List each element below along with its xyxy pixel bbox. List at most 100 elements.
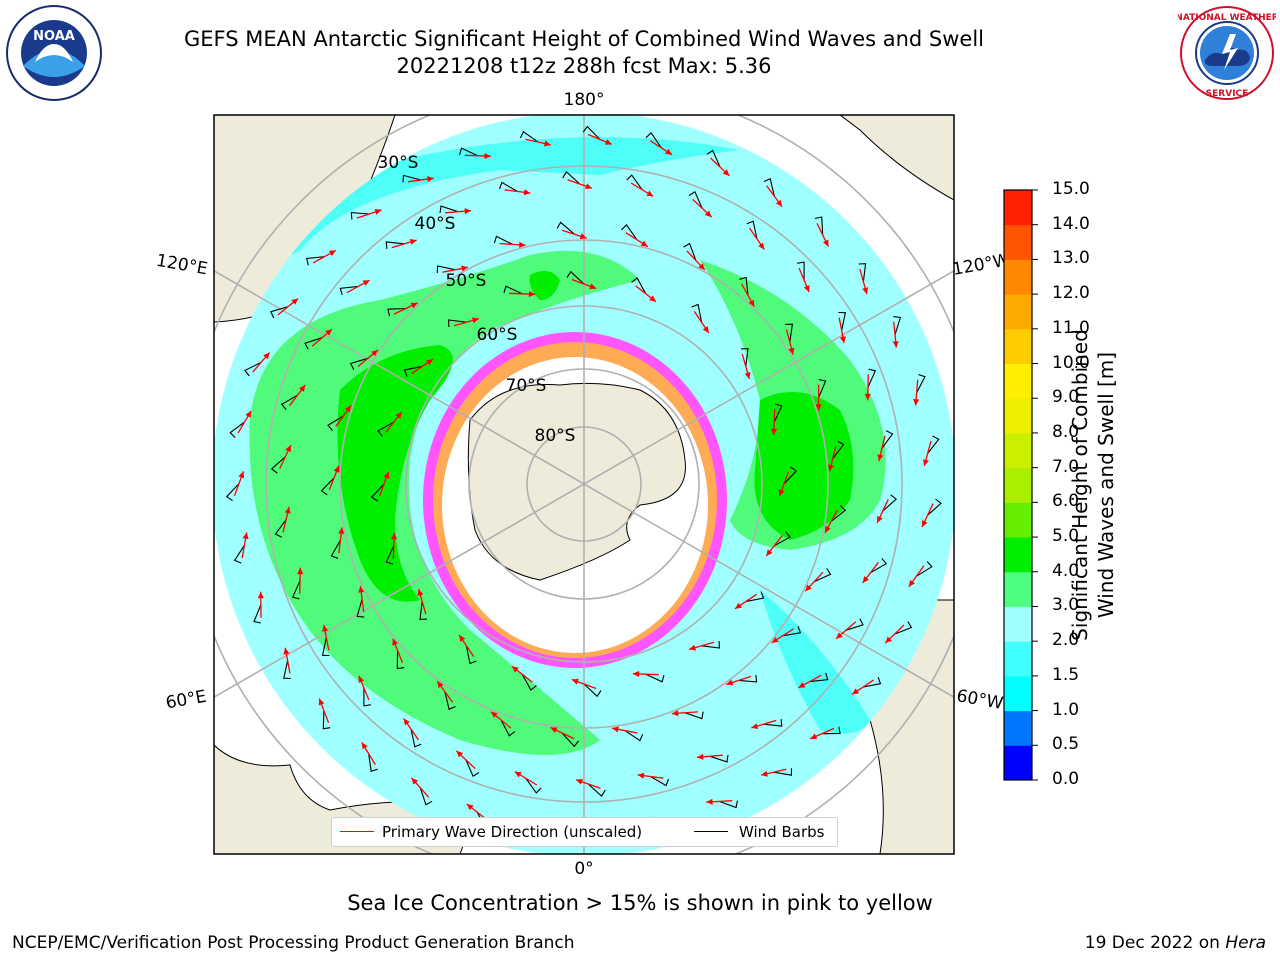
wind-barb — [745, 591, 765, 603]
wave-direction-arrowhead — [585, 183, 592, 190]
wind-barb — [448, 319, 467, 328]
wind-barb — [320, 477, 335, 496]
wave-direction-arrowhead — [459, 635, 466, 642]
wind-barb — [645, 131, 662, 149]
wind-barb — [882, 494, 898, 512]
lat-label-60s: 60°S — [477, 325, 518, 345]
wind-barb — [403, 365, 423, 377]
wave-direction-arrowhead — [410, 302, 418, 309]
wind-barb — [691, 303, 703, 323]
wind-barb — [830, 505, 847, 522]
wave-direction-arrowhead — [877, 454, 884, 462]
chart-subtitle: 20221208 t12z 288h fcst Max: 5.36 — [396, 54, 772, 78]
wave-direction-arrowhead — [698, 263, 705, 270]
wave-direction-arrowhead — [836, 632, 843, 639]
colorbar-tick-label: 0.5 — [1052, 734, 1080, 755]
colorbar-tick-label: 12.0 — [1052, 283, 1090, 304]
wind-barb — [419, 787, 433, 806]
wind-barb — [229, 421, 245, 438]
footer-date-text: 19 Dec 2022 on — [1084, 933, 1226, 953]
wind-barb — [385, 545, 395, 565]
wave-direction-arrowhead — [519, 241, 526, 248]
wave-direction-arrowhead — [484, 153, 491, 159]
colorbar-segment — [1004, 675, 1032, 712]
wind-barb — [321, 637, 330, 657]
wave-direction-arrowhead — [466, 804, 474, 811]
wind-barb — [583, 683, 602, 698]
wave-direction-arrowhead — [922, 520, 928, 528]
wave-direction-arrowhead — [391, 532, 398, 540]
colorbar-tick-label: 10.0 — [1052, 352, 1090, 373]
wave-direction-arrowhead — [257, 591, 264, 599]
wind-barb — [500, 719, 516, 737]
wind-barb — [822, 726, 841, 735]
wave-direction-arrowhead — [472, 317, 479, 324]
colorbar-segment — [1004, 571, 1032, 607]
wind-barb — [813, 568, 832, 583]
wind-barb — [893, 316, 902, 335]
wind-barb — [870, 557, 888, 574]
wind-barb — [444, 691, 456, 711]
wind-barb — [621, 224, 638, 240]
lat-label-50s: 50°S — [446, 271, 487, 291]
wind-barb — [797, 261, 805, 281]
wind-barb — [582, 125, 601, 140]
wind-barb — [368, 753, 378, 773]
wind-barb — [587, 783, 606, 797]
wave-direction-arrowhead — [383, 471, 390, 479]
wave-direction-arrowhead — [913, 399, 920, 406]
wave-field-4to5-north — [529, 271, 560, 300]
wind-barb — [370, 483, 385, 502]
wind-barb — [233, 544, 245, 564]
wave-direction-arrowhead — [706, 798, 713, 805]
colorbar-segment — [1004, 294, 1032, 330]
wind-barb — [688, 190, 703, 209]
svg-text:NATIONAL WEATHER: NATIONAL WEATHER — [1178, 13, 1276, 23]
wave-field-4to5-west — [337, 345, 453, 602]
wave-direction-arrowhead — [490, 711, 498, 718]
wave-direction-arrowhead — [877, 515, 883, 523]
wave-direction-arrowhead — [815, 404, 822, 411]
wave-direction-arrowhead — [828, 464, 834, 472]
lat-label-30s: 30°S — [378, 153, 419, 173]
wave-direction-arrowhead — [744, 372, 751, 379]
wave-direction-arrowhead — [528, 291, 536, 298]
lon-label-180: 180° — [564, 90, 605, 110]
wind-barb — [253, 604, 262, 624]
wave-direction-arrowhead — [770, 428, 777, 436]
wave-direction-arrowhead — [297, 567, 304, 575]
colorbar-segment — [1004, 537, 1032, 573]
wave-direction-arrowhead — [810, 733, 818, 740]
wind-barb — [862, 677, 882, 688]
wind-barb — [719, 800, 738, 809]
svg-text:NOAA: NOAA — [33, 29, 75, 44]
wind-barb — [465, 759, 480, 778]
lat-label-80s: 80°S — [535, 426, 576, 446]
wave-direction-arrowhead — [637, 772, 645, 779]
wind-barb — [566, 270, 585, 285]
wind-barb — [519, 130, 539, 143]
wave-direction-arrowhead — [514, 771, 522, 778]
wave-direction-arrowhead — [805, 584, 812, 592]
wind-barb — [916, 561, 933, 577]
colorbar-segment — [1004, 363, 1032, 399]
wave-direction-arrowhead — [238, 471, 245, 479]
wave-direction-arrowhead — [285, 445, 291, 453]
wave-direction-arrowhead — [788, 347, 795, 355]
wave-direction-arrowhead — [579, 233, 587, 240]
wave-direction-arrowhead — [571, 678, 579, 685]
map-legend: Primary Wave Direction (unscaled) Wind B… — [331, 817, 838, 847]
colorbar-segment — [1004, 398, 1032, 434]
wind-barb — [845, 618, 864, 631]
wave-direction-arrowhead — [338, 527, 345, 534]
sea-ice-note: Sea Ice Concentration > 15% is shown in … — [347, 891, 933, 915]
wind-barb — [809, 672, 829, 683]
wind-barb — [927, 498, 942, 516]
wave-direction-arrowhead — [766, 549, 773, 556]
wind-barb — [782, 626, 802, 637]
wave-direction-arrowhead — [512, 666, 519, 673]
wind-barb — [814, 216, 824, 235]
wave-direction-arrowhead — [411, 777, 418, 785]
colorbar-tick-label: 14.0 — [1052, 213, 1090, 234]
